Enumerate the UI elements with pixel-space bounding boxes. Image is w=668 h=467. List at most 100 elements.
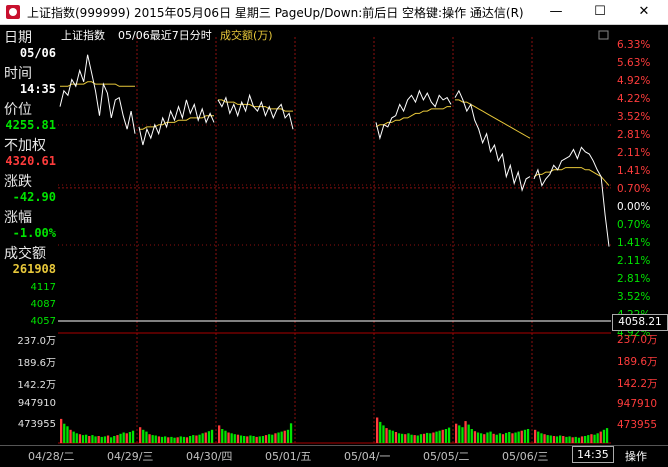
intraday-chart[interactable]: 上证指数 05/06最近7日分时 成交额(万) (58, 25, 611, 445)
volume-bar (131, 430, 135, 443)
volume-bar (173, 437, 176, 443)
volume-bar (407, 433, 410, 443)
volume-bar (218, 425, 221, 443)
volume-bar (182, 436, 186, 443)
price-value: 4255.81 (5, 118, 56, 132)
volume-bar (514, 432, 517, 443)
volume-scale-label: 947910 (617, 398, 658, 410)
volume-bar (580, 436, 584, 443)
volume-bar (416, 435, 419, 443)
chart-indicator: 成交额(万) (220, 28, 273, 42)
volume-bar (66, 426, 69, 443)
percent-scale-label: 2.81% (617, 273, 651, 285)
volume-bar (526, 429, 530, 443)
volume-bar (461, 427, 464, 443)
volume-bar (508, 432, 511, 443)
volume-bars (60, 417, 609, 443)
change-percent-value: -1.00% (12, 226, 56, 240)
average-price-line (218, 99, 293, 112)
volume-bar (419, 434, 423, 443)
volume-bar (255, 436, 258, 443)
volume-bar (78, 434, 82, 443)
volume-bar (546, 435, 549, 443)
percent-scale-label: 2.11% (617, 147, 651, 159)
volume-bar (151, 435, 154, 443)
volume-scale-label: 189.6万 (617, 356, 658, 368)
volume-bar (410, 434, 413, 443)
volume-bar (587, 435, 590, 443)
average-price-line (60, 81, 135, 87)
date-axis-bar: 04/28/二 04/29/三 04/30/四 05/01/五 05/04/一 … (0, 445, 668, 467)
volume-scale-label: 473955 (17, 419, 56, 430)
volume-bar (438, 430, 441, 443)
day-label[interactable]: 05/06/三 (502, 450, 549, 463)
volume-bar (470, 429, 473, 443)
volume-bar (145, 431, 148, 443)
change-value: -42.90 (12, 190, 56, 204)
maximize-button[interactable]: ☐ (594, 4, 606, 19)
day-label[interactable]: 05/01/五 (265, 450, 312, 463)
volume-bar (552, 436, 556, 443)
volume-bar (444, 429, 448, 443)
minimize-button[interactable]: — (549, 4, 563, 19)
volume-bar (198, 434, 201, 443)
percent-scale-label: 0.70% (617, 183, 651, 195)
volume-bar (274, 433, 277, 443)
unadjusted-label: 不加权 (4, 138, 46, 154)
volume-bar (201, 433, 204, 443)
percent-scale-label: 6.33% (617, 39, 651, 51)
chart-expand-icon[interactable] (598, 30, 609, 40)
volume-bar (467, 424, 470, 443)
chart-index-name: 上证指数 (61, 28, 105, 42)
volume-bar (81, 435, 85, 443)
volume-bar (458, 425, 461, 443)
price-scale-label: 4057 (30, 316, 56, 327)
volume-bar (154, 435, 157, 443)
chart-grid (58, 37, 611, 444)
volume-bar (176, 437, 179, 443)
cursor-time-box: 14:35 (572, 446, 614, 463)
day-label[interactable]: 04/28/二 (28, 450, 75, 463)
percent-scale-label: 3.52% (617, 291, 651, 303)
volume-bar (549, 435, 552, 443)
volume-bar (91, 435, 94, 443)
volume-bar (113, 436, 116, 443)
unadjusted-value: 4320.61 (5, 154, 56, 168)
day-label[interactable]: 04/30/四 (186, 450, 233, 463)
volume-bar (379, 421, 382, 443)
time-value: 14:35 (19, 82, 56, 96)
average-price-line (375, 106, 451, 128)
operate-button[interactable]: 操作 (625, 450, 647, 463)
volume-bar (464, 421, 467, 443)
price-line (59, 54, 136, 134)
volume-bar (562, 436, 565, 443)
volume-bar (602, 429, 606, 443)
volume-bar (574, 436, 577, 443)
volume-bar (385, 428, 388, 443)
volume-bar (593, 434, 596, 443)
volume-bar (210, 429, 214, 443)
volume-bar (432, 432, 435, 443)
volume-bar (492, 433, 495, 443)
volume-bar (277, 432, 280, 443)
volume-bar (543, 434, 546, 443)
volume-bar (157, 436, 161, 443)
volume-bar (283, 430, 286, 443)
average-price-lines (60, 81, 610, 186)
day-label[interactable]: 05/04/一 (344, 450, 391, 463)
volume-bar (280, 431, 283, 443)
day-label[interactable]: 05/05/二 (423, 450, 470, 463)
volume-bar (148, 434, 151, 443)
price-lines (59, 54, 610, 247)
volume-label: 成交额 (4, 246, 46, 262)
close-button[interactable]: ✕ (638, 4, 650, 19)
day-label[interactable]: 04/29/三 (107, 450, 154, 463)
volume-bar (289, 423, 293, 443)
title-bar[interactable]: 上证指数(999999) 2015年05月06日 星期三 PageUp/Down… (0, 0, 668, 25)
price-scale-label: 4117 (30, 282, 56, 293)
volume-bar (227, 432, 230, 443)
window-title: 上证指数(999999) 2015年05月06日 星期三 PageUp/Down… (27, 6, 524, 20)
volume-bar (426, 432, 429, 443)
volume-bar (119, 433, 122, 443)
